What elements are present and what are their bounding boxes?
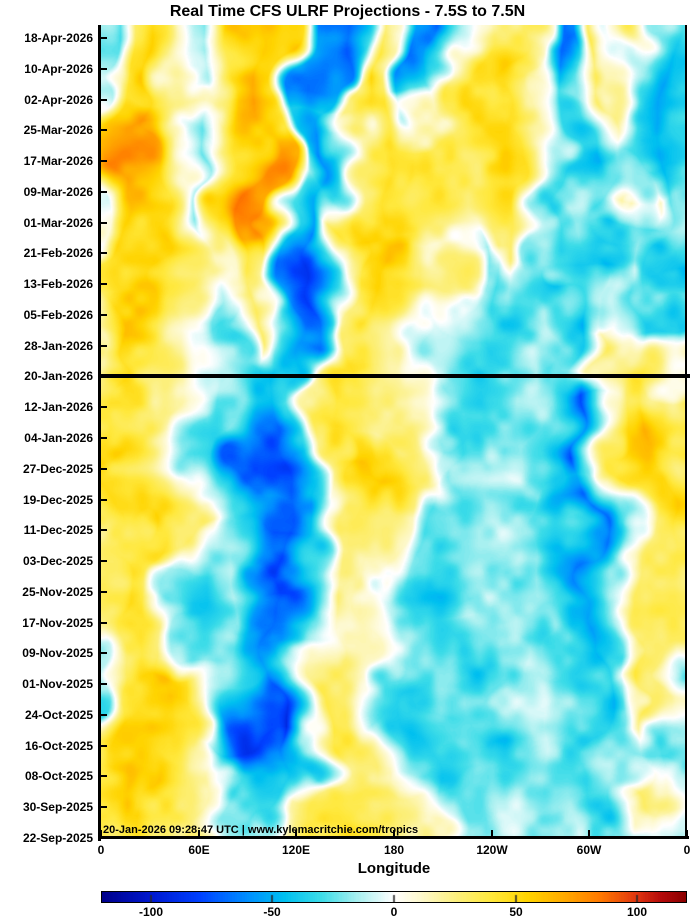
colorbar-tick-label: -100 — [138, 905, 164, 919]
y-tick-label: 17-Mar-2026 — [23, 154, 93, 168]
x-axis-tick — [198, 830, 200, 836]
y-axis-tick — [101, 714, 107, 716]
y-axis-tick — [101, 406, 107, 408]
x-tick-label: 0 — [97, 843, 105, 857]
y-axis-tick — [101, 68, 107, 70]
y-tick-label: 25-Mar-2026 — [23, 123, 93, 137]
x-axis-line — [98, 836, 689, 839]
y-tick-label: 08-Oct-2025 — [24, 769, 93, 783]
x-axis-tick — [491, 830, 493, 836]
y-tick-label: 25-Nov-2025 — [22, 585, 93, 599]
y-axis-tick — [101, 437, 107, 439]
y-axis-tick — [101, 806, 107, 808]
y-tick-label: 19-Dec-2025 — [22, 493, 93, 507]
x-tick-label: 120W — [476, 843, 508, 857]
right-axis-line — [685, 25, 687, 838]
y-axis-tick — [101, 591, 107, 593]
y-axis-tick — [101, 560, 107, 562]
y-axis-line — [98, 25, 101, 841]
y-tick-label: 01-Mar-2026 — [23, 216, 93, 230]
y-tick-label: 09-Nov-2025 — [22, 646, 93, 660]
y-axis-tick — [101, 375, 107, 377]
x-axis-tick — [588, 830, 590, 836]
y-tick-label: 22-Sep-2025 — [22, 831, 93, 845]
y-axis-tick — [101, 529, 107, 531]
y-tick-label: 04-Jan-2026 — [24, 431, 93, 445]
y-tick-label: 01-Nov-2025 — [22, 677, 93, 691]
y-tick-label: 18-Apr-2026 — [24, 31, 93, 45]
y-axis-tick — [101, 683, 107, 685]
colorbar — [101, 891, 687, 903]
x-tick-label: 60E — [188, 843, 210, 857]
x-axis-tick — [686, 830, 688, 836]
y-tick-label: 10-Apr-2026 — [24, 62, 93, 76]
y-tick-label: 03-Dec-2025 — [22, 554, 93, 568]
y-axis-tick — [101, 283, 107, 285]
colorbar-tick-label: 100 — [626, 905, 648, 919]
y-tick-label: 17-Nov-2025 — [22, 616, 93, 630]
y-axis-tick — [101, 99, 107, 101]
y-axis-tick — [101, 222, 107, 224]
colorbar-tick-label: 0 — [390, 905, 398, 919]
y-tick-label: 24-Oct-2025 — [24, 708, 93, 722]
y-axis-tick — [101, 252, 107, 254]
plot-area: 20-Jan-2026 09:28:47 UTC | www.kylemacri… — [98, 25, 690, 838]
chart-title: Real Time CFS ULRF Projections - 7.5S to… — [169, 3, 526, 20]
colorbar-tick-label: 50 — [509, 905, 523, 919]
y-axis-tick — [101, 345, 107, 347]
y-axis-tick — [101, 499, 107, 501]
x-axis-tick — [393, 830, 395, 836]
y-axis-tick — [101, 652, 107, 654]
y-tick-label: 02-Apr-2026 — [24, 93, 93, 107]
y-axis-tick — [101, 468, 107, 470]
y-axis-tick — [101, 622, 107, 624]
y-axis-tick — [101, 745, 107, 747]
y-tick-label: 20-Jan-2026 — [24, 369, 93, 383]
y-tick-label: 11-Dec-2025 — [23, 523, 93, 537]
y-axis-tick — [101, 314, 107, 316]
y-tick-label: 12-Jan-2026 — [24, 400, 93, 414]
y-tick-label: 21-Feb-2026 — [23, 246, 93, 260]
y-tick-label: 16-Oct-2025 — [24, 739, 93, 753]
y-tick-label: 30-Sep-2025 — [22, 800, 93, 814]
y-axis-tick — [101, 129, 107, 131]
y-axis-tick — [101, 160, 107, 162]
x-tick-label: 120E — [281, 843, 311, 857]
forecast-divider-line — [98, 374, 690, 378]
y-axis-tick — [101, 775, 107, 777]
x-axis-tick — [295, 830, 297, 836]
y-tick-label: 05-Feb-2026 — [23, 308, 93, 322]
x-axis-tick — [100, 830, 102, 836]
watermark-text: 20-Jan-2026 09:28:47 UTC | www.kylemacri… — [103, 824, 419, 836]
x-axis-title: Longitude — [357, 860, 431, 877]
x-tick-label: 60W — [576, 843, 602, 857]
y-tick-label: 09-Mar-2026 — [23, 185, 93, 199]
x-tick-label: 180 — [383, 843, 405, 857]
y-axis-tick — [101, 37, 107, 39]
y-axis-tick — [101, 837, 107, 839]
heatmap-canvas — [101, 25, 687, 838]
y-axis-tick — [101, 191, 107, 193]
y-tick-label: 27-Dec-2025 — [22, 462, 93, 476]
y-tick-label: 13-Feb-2026 — [23, 277, 93, 291]
x-tick-label: 0 — [683, 843, 691, 857]
colorbar-canvas — [102, 892, 686, 902]
y-tick-label: 28-Jan-2026 — [24, 339, 93, 353]
colorbar-tick-label: -50 — [263, 905, 281, 919]
